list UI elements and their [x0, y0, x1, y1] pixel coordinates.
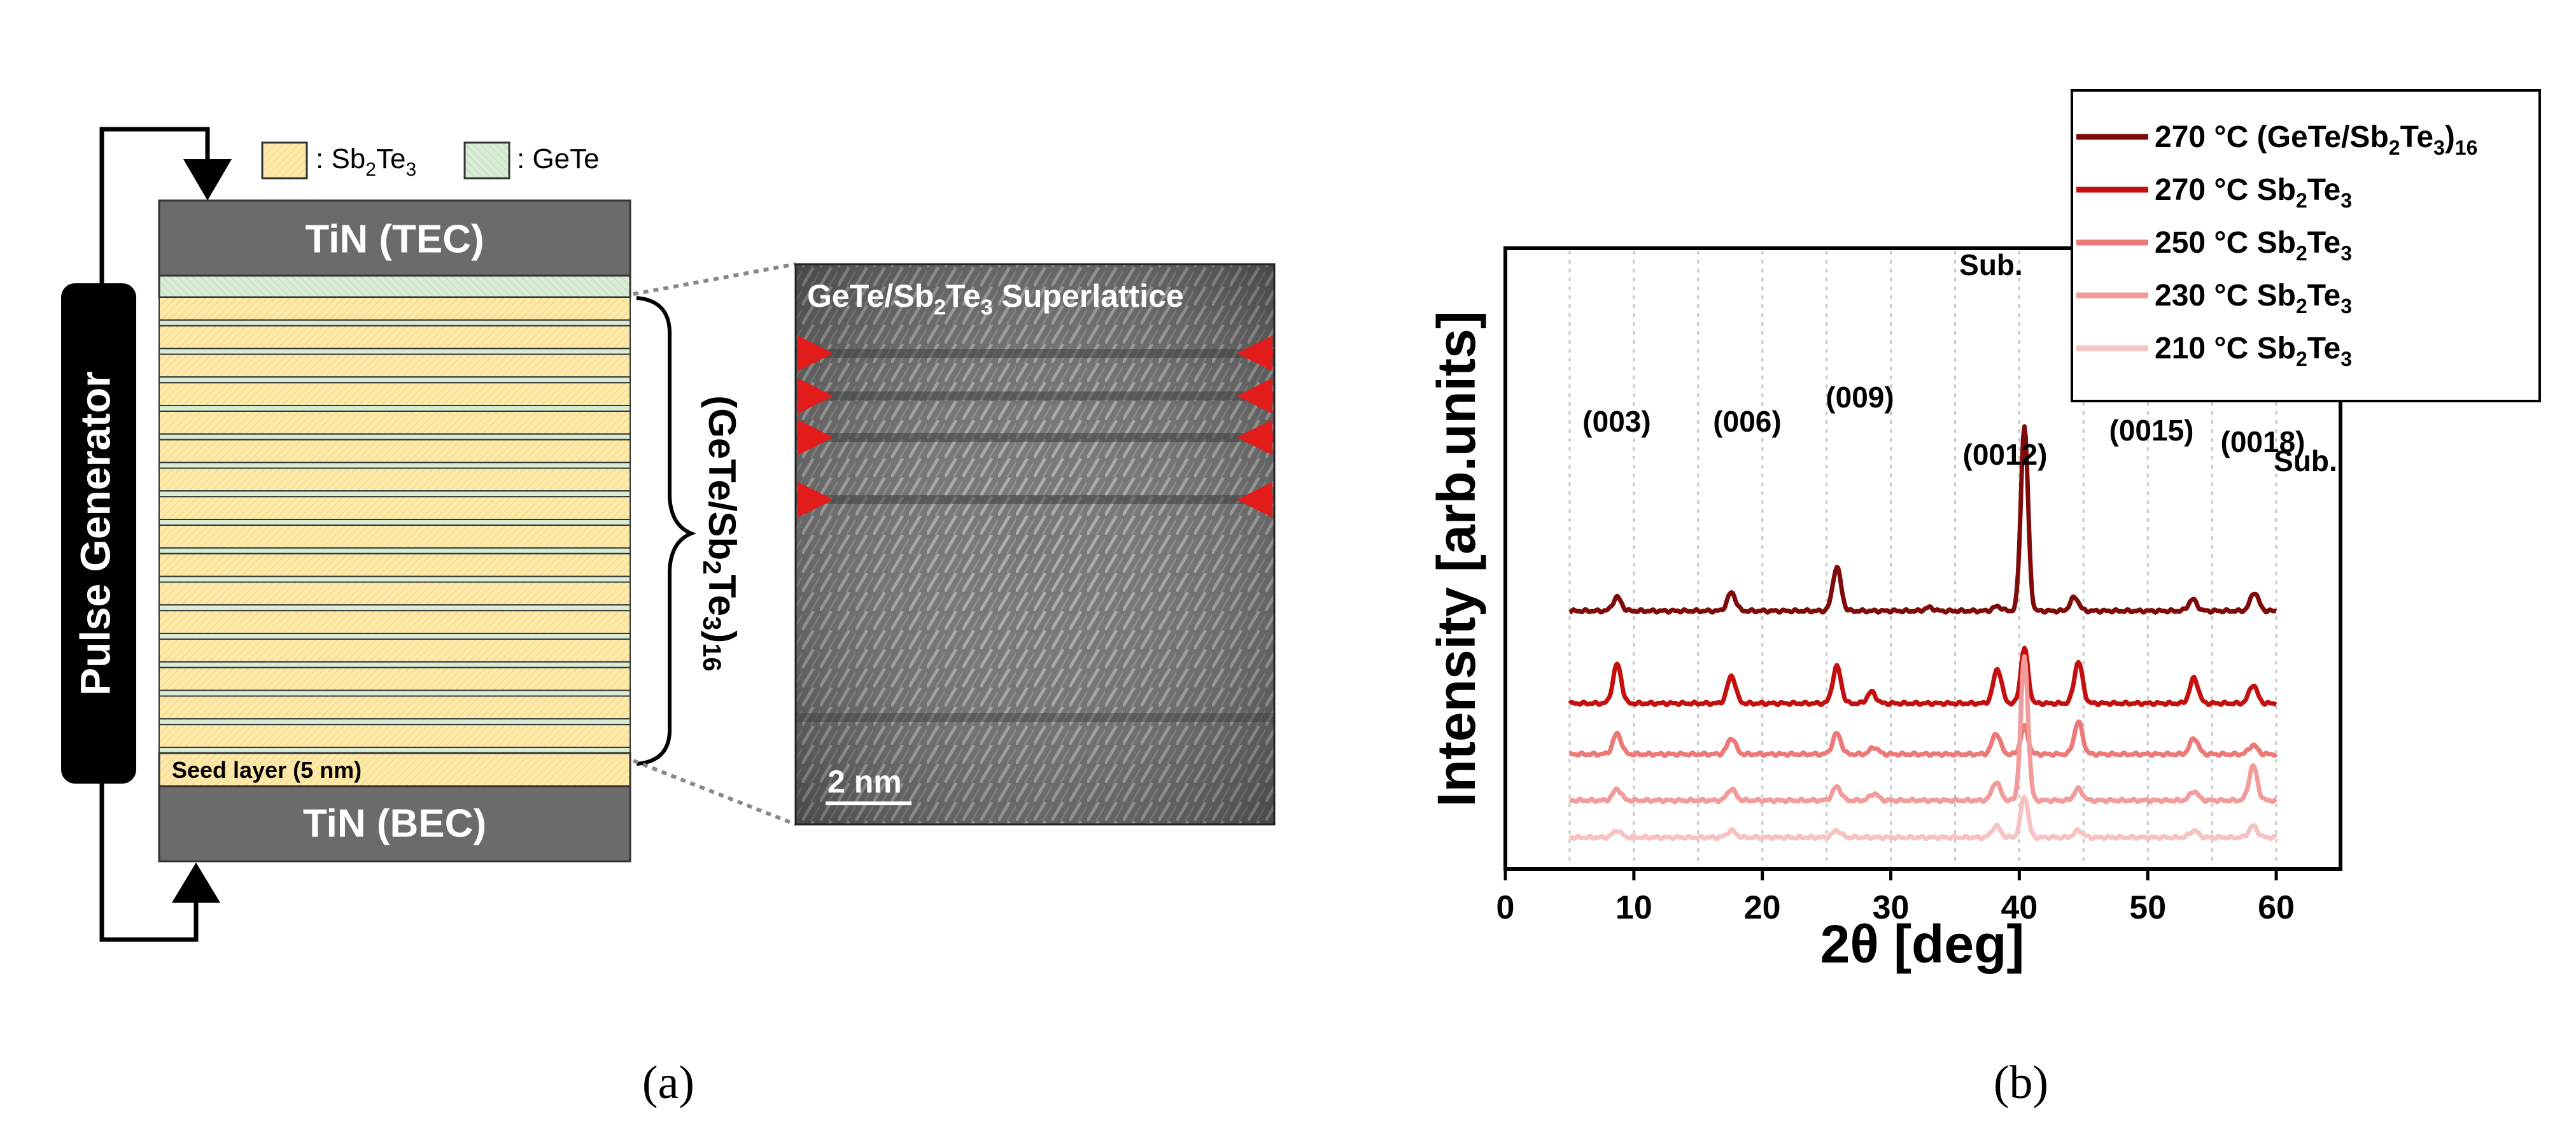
- peak-label-009: (009): [1826, 381, 1894, 414]
- superlattice-stack: [158, 274, 631, 754]
- gete-layer: [158, 376, 631, 384]
- legend-label-1: 270 °C Sb2Te3: [2155, 173, 2352, 212]
- legend-label-3: 230 °C Sb2Te3: [2155, 279, 2352, 318]
- tem-title: GeTe/Sb2Te3 Superlattice: [807, 278, 1184, 320]
- sb2te3-layer: [158, 724, 631, 748]
- legend-label-0: 270 °C (GeTe/Sb2Te3)16: [2155, 120, 2477, 159]
- sb2te3-layer: [158, 553, 631, 577]
- series-line-0: [1568, 424, 2277, 615]
- gete-layer: [158, 689, 631, 697]
- legend-label-4: 210 °C Sb2Te3: [2155, 332, 2352, 370]
- gete-layer: [158, 661, 631, 668]
- series-line-3: [1568, 654, 2277, 805]
- x-tick-label: 30: [1873, 889, 1910, 926]
- legend-label-sb2te3: : Sb2Te3: [316, 143, 416, 180]
- tem-image: [794, 263, 1276, 826]
- sb2te3-layer: [158, 353, 631, 378]
- bottom-electrode: [158, 785, 631, 863]
- plot-frame: [1503, 246, 2342, 871]
- scale-bar-label: 2 nm: [827, 764, 902, 800]
- sb2te3-layer: [158, 467, 631, 492]
- sb2te3-layer: [158, 638, 631, 663]
- legend-swatch-sb2te3: [261, 141, 308, 180]
- peak-label-0012: (0012): [1963, 438, 2048, 471]
- sb2te3-layer: [158, 325, 631, 349]
- sb2te3-layer: [158, 496, 631, 520]
- top-electrode-label: TiN (TEC): [305, 217, 484, 261]
- x-tick-label: 10: [1615, 889, 1652, 926]
- sb2te3-layer: [158, 297, 631, 321]
- x-tick-label: 60: [2258, 889, 2295, 926]
- legend-a: : Sb2Te3 : GeTe: [261, 141, 600, 180]
- zoom-line-top: [633, 262, 796, 296]
- gete-layer: [158, 274, 631, 299]
- pulse-generator-label: Pulse Generator: [71, 371, 118, 696]
- legend-label-gete: : GeTe: [517, 143, 600, 174]
- x-tick-label: 20: [1744, 889, 1781, 926]
- sb2te3-layer: [158, 439, 631, 463]
- gete-layer: [158, 490, 631, 498]
- caption-a: (a): [642, 1057, 694, 1109]
- sub-label-right: Sub.: [2274, 444, 2337, 477]
- sb2te3-layer: [158, 581, 631, 606]
- series-line-4: [1568, 794, 2278, 842]
- zoom-line-bottom: [632, 759, 797, 826]
- sb2te3-layer: [158, 411, 631, 435]
- caption-b: (b): [1994, 1057, 2048, 1109]
- seed-layer-label: Seed layer (5 nm): [172, 757, 362, 783]
- peak-label-0015: (0015): [2109, 414, 2194, 447]
- gete-layer: [158, 575, 631, 583]
- panel-a: : Sb2Te3 : GeTe Pulse Generator TiN (TEC…: [61, 127, 1276, 1109]
- legend-b: [2071, 89, 2541, 402]
- x-tick-label: 0: [1496, 889, 1515, 926]
- sb2te3-layer: [158, 610, 631, 634]
- y-axis-label: Intensity [arb.units]: [1426, 311, 1486, 807]
- gete-layer: [158, 462, 631, 469]
- bottom-arrow-icon: [172, 863, 220, 903]
- top-arrow-icon: [183, 159, 232, 201]
- peak-label-0018: (0018): [2221, 425, 2305, 458]
- stack-brace: [636, 296, 696, 766]
- gete-layer: [158, 604, 631, 612]
- legend-entries: 270 °C (GeTe/Sb2Te3)16 270 °C Sb2Te3 250 °…: [2076, 120, 2477, 370]
- sb2te3-layer: [158, 695, 631, 720]
- gete-layer: [158, 633, 631, 640]
- sb2te3-layer: [158, 525, 631, 549]
- bottom-electrode-label: TiN (BEC): [303, 801, 486, 845]
- gete-layer: [158, 718, 631, 726]
- circuit-wires: [99, 127, 210, 942]
- stack-label: (GeTe/Sb2Te3)16: [698, 395, 743, 672]
- series-line-2: [1568, 719, 2278, 758]
- series-line-1: [1568, 645, 2277, 707]
- legend-swatch-gete: [463, 141, 510, 180]
- pulse-generator-box: [61, 283, 136, 784]
- gete-layer: [158, 547, 631, 554]
- x-axis-label: 2θ [deg]: [1820, 914, 2025, 974]
- x-tick-label: 50: [2129, 889, 2166, 926]
- sub-label-main: Sub.: [1959, 248, 2023, 281]
- gete-layer: [158, 519, 631, 526]
- sb2te3-layer: [158, 666, 631, 691]
- peak-label-006: (006): [1713, 405, 1781, 438]
- x-tick-label: 40: [2001, 889, 2038, 926]
- gete-layer: [158, 405, 631, 412]
- tem-interface-arrows: [797, 335, 1273, 518]
- sb2te3-layer: [158, 382, 631, 406]
- peak-label-003: (003): [1582, 405, 1650, 438]
- legend-label-2: 250 °C Sb2Te3: [2155, 226, 2352, 265]
- gete-layer: [158, 319, 631, 327]
- xrd-series: [1568, 424, 2278, 842]
- x-ticks: 0 10 20 30 40 50 60: [1496, 869, 2295, 926]
- gete-layer: [158, 348, 631, 355]
- panel-b: 0 10 20 30 40 50 60 2θ [deg] Intensity [arb.un…: [1426, 89, 2541, 1109]
- top-electrode: [158, 199, 631, 277]
- gete-layer: [158, 433, 631, 441]
